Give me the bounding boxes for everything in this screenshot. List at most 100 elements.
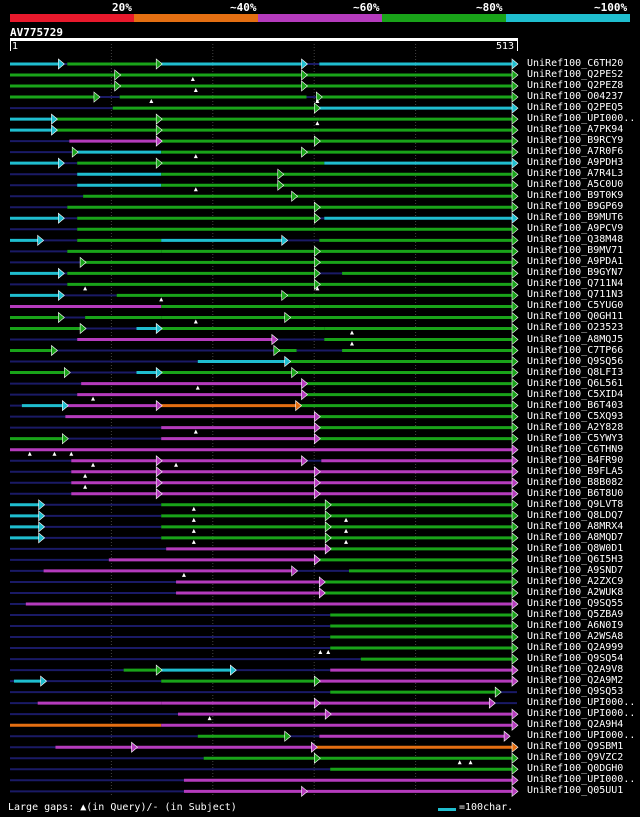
segment-end-arrow <box>291 190 299 202</box>
hit-label[interactable]: UniRef100_C7TP66 <box>527 344 624 356</box>
hit-label[interactable]: UniRef100_Q8LFI3 <box>527 366 624 378</box>
scale-label-20: 20% <box>112 1 132 14</box>
segment-end-arrow <box>511 91 519 103</box>
hit-label[interactable]: UniRef100_Q0DGH0 <box>527 763 624 775</box>
hit-label[interactable]: UniRef100_C5XQ93 <box>527 410 624 422</box>
hit-label[interactable]: UniRef100_Q2A9H4 <box>527 719 624 731</box>
segment-end-arrow <box>301 80 308 92</box>
segment-end-arrow <box>511 620 519 632</box>
segment-end-arrow <box>314 102 321 114</box>
segment-end-arrow <box>511 642 519 654</box>
hit-label[interactable]: UniRef100_Q2A9V8 <box>527 664 624 676</box>
hit-label[interactable]: UniRef100_Q05UU1 <box>527 785 624 797</box>
segment-end-arrow <box>71 146 79 158</box>
hit-label[interactable]: UniRef100_A9PDH3 <box>527 157 624 169</box>
segment-end-arrow <box>62 399 69 412</box>
hit-label[interactable]: UniRef100_B9GP69 <box>527 201 624 213</box>
segment-end-arrow <box>511 499 519 511</box>
hit-label[interactable]: UniRef100_A5C0U0 <box>527 179 624 191</box>
hit-label[interactable]: UniRef100_Q8W0D1 <box>527 542 624 554</box>
segment-end-arrow <box>314 256 321 269</box>
hit-label[interactable]: UniRef100_C6THN9 <box>527 443 624 455</box>
query-end-tick <box>517 41 518 51</box>
hit-label[interactable]: UniRef100_C5YUG0 <box>527 300 624 312</box>
segment-end-arrow <box>511 708 519 720</box>
segment-end-arrow <box>155 477 163 489</box>
hit-label[interactable]: UniRef100_A8MRX4 <box>527 520 624 532</box>
segment-end-arrow <box>230 664 237 676</box>
hit-label[interactable]: UniRef100_Q38M48 <box>527 234 624 246</box>
hit-label[interactable]: UniRef100_B4FR90 <box>527 454 624 466</box>
segment-end-arrow <box>40 675 48 687</box>
segment-end-arrow <box>38 510 46 522</box>
query-gap-marker <box>83 286 88 291</box>
hit-label[interactable]: UniRef100_UPI000.. <box>527 113 636 125</box>
hit-label[interactable]: UniRef100_B6T8U0 <box>527 487 624 499</box>
hit-label[interactable]: UniRef100_B9RCY9 <box>527 135 624 147</box>
hit-label[interactable]: UniRef100_Q9VZC2 <box>527 752 624 764</box>
hit-label[interactable]: UniRef100_O04237 <box>527 91 624 103</box>
hit-label[interactable]: UniRef100_Q9SQ55 <box>527 597 624 609</box>
segment-end-arrow <box>511 752 519 764</box>
hit-label[interactable]: UniRef100_Q9LVT8 <box>527 498 624 510</box>
hit-label[interactable]: UniRef100_B9GYN7 <box>527 267 624 279</box>
segment-end-arrow <box>511 455 519 467</box>
hit-label[interactable]: UniRef100_A2WSA8 <box>527 631 624 643</box>
segment-end-arrow <box>301 785 308 797</box>
hit-label[interactable]: UniRef100_Q711N4 <box>527 278 624 290</box>
hit-label[interactable]: UniRef100_A7R0F6 <box>527 146 624 158</box>
segment-end-arrow <box>318 576 326 588</box>
hit-label[interactable]: UniRef100_A9SND7 <box>527 564 624 576</box>
hit-label[interactable]: UniRef100_Q2PES2 <box>527 69 624 81</box>
segment-end-arrow <box>58 267 65 280</box>
hit-label[interactable]: UniRef100_Q5ZBA9 <box>527 609 624 620</box>
hit-label[interactable]: UniRef100_UPI000.. <box>527 697 636 709</box>
hit-label[interactable]: UniRef100_A8MQD7 <box>527 531 624 543</box>
hit-label[interactable]: UniRef100_Q2A999 <box>527 642 624 654</box>
hit-label[interactable]: UniRef100_C5YWY3 <box>527 432 624 444</box>
hit-label[interactable]: UniRef100_A7PK94 <box>527 124 624 136</box>
hit-label[interactable]: UniRef100_A2Y828 <box>527 421 624 433</box>
hit-label[interactable]: UniRef100_Q9SQ53 <box>527 686 624 698</box>
hit-label[interactable]: UniRef100_O23523 <box>527 322 624 334</box>
segment-end-arrow <box>511 267 519 280</box>
segment-end-arrow <box>38 499 46 511</box>
hit-label[interactable]: UniRef100_UPI000.. <box>527 730 636 742</box>
hit-label[interactable]: UniRef100_C5XID4 <box>527 388 624 400</box>
hit-label[interactable]: UniRef100_B8B082 <box>527 476 624 488</box>
hit-label[interactable]: UniRef100_Q2PEQ5 <box>527 102 624 114</box>
hit-label[interactable]: UniRef100_A2WUK8 <box>527 586 624 598</box>
hit-label[interactable]: UniRef100_Q6I5H3 <box>527 553 624 565</box>
hit-label[interactable]: UniRef100_Q0GH11 <box>527 311 624 323</box>
hit-label[interactable]: UniRef100_B9FLA5 <box>527 465 624 477</box>
hit-label[interactable]: UniRef100_Q2A9M2 <box>527 675 624 687</box>
hit-label[interactable]: UniRef100_B9MV71 <box>527 245 624 257</box>
hit-label[interactable]: UniRef100_C6TH20 <box>527 58 624 69</box>
hit-label[interactable]: UniRef100_A8MQJ5 <box>527 333 624 345</box>
hit-label[interactable]: UniRef100_B6T403 <box>527 399 624 411</box>
hit-label[interactable]: UniRef100_Q6L561 <box>527 377 624 389</box>
segment-end-arrow <box>281 289 289 302</box>
hit-label[interactable]: UniRef100_Q711N3 <box>527 289 624 301</box>
hit-label[interactable]: UniRef100_B9MUT6 <box>527 212 624 224</box>
segment-end-arrow <box>58 311 65 324</box>
hit-label[interactable]: UniRef100_B9T0K9 <box>527 190 624 202</box>
hit-label[interactable]: UniRef100_UPI000.. <box>527 708 636 720</box>
segment-end-arrow <box>314 267 321 280</box>
hit-label[interactable]: UniRef100_Q9SQ54 <box>527 653 624 665</box>
hit-label[interactable]: UniRef100_Q9SBM1 <box>527 741 624 753</box>
segment-end-arrow <box>511 58 519 70</box>
hit-label[interactable]: UniRef100_Q2PEZ8 <box>527 80 624 92</box>
hit-label[interactable]: UniRef100_A7R4L3 <box>527 168 624 180</box>
segment-end-arrow <box>324 510 332 522</box>
hit-label[interactable]: UniRef100_A9PDA1 <box>527 256 624 268</box>
segment-end-arrow <box>314 697 321 709</box>
hit-label[interactable]: UniRef100_Q8LDQ7 <box>527 509 624 521</box>
hit-label[interactable]: UniRef100_Q9SQ56 <box>527 355 624 367</box>
hit-label[interactable]: UniRef100_A6N0I9 <box>527 620 624 632</box>
query-gap-marker <box>344 528 349 533</box>
segment-end-arrow <box>488 697 496 709</box>
hit-label[interactable]: UniRef100_A2ZXC9 <box>527 575 624 587</box>
hit-label[interactable]: UniRef100_A9PCV9 <box>527 223 624 235</box>
hit-label[interactable]: UniRef100_UPI000.. <box>527 774 636 786</box>
